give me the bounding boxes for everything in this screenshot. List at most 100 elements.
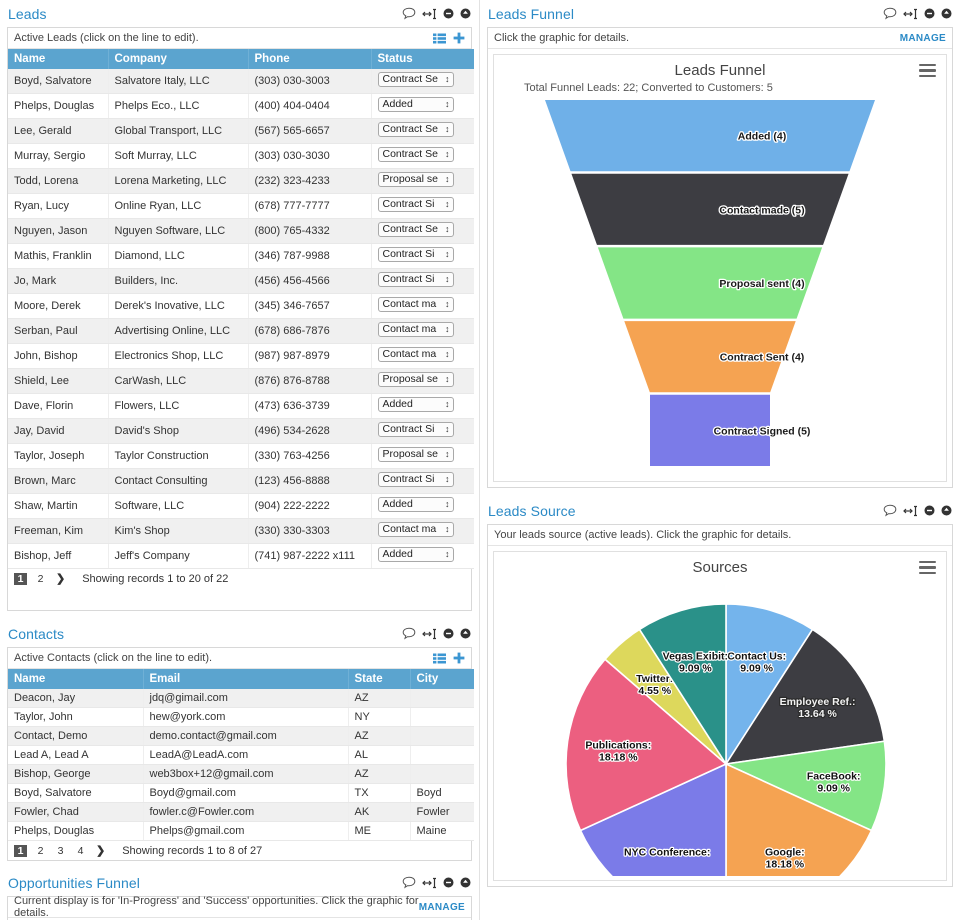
expand-up-icon[interactable] [941,505,952,516]
opportunities-manage-link[interactable]: MANAGE [418,901,465,913]
leads-funnel-graphic[interactable]: Added (4) Contact made (5) Proposal sent (… [494,94,958,466]
table-row[interactable]: Bishop, George web3box+12@gmail.com AZ [8,764,474,784]
table-row[interactable]: Todd, Lorena Lorena Marketing, LLC (232) 3… [8,168,474,194]
resize-width-icon[interactable] [422,8,437,20]
contacts-page-1[interactable]: 1 [14,844,27,857]
contacts-col-city[interactable]: City [410,669,474,689]
pie-slice-publications[interactable] [565,658,728,832]
table-row[interactable]: Fowler, Chad fowler.c@Fowler.com AK Fowler [8,802,474,822]
status-select[interactable]: Added [377,497,454,512]
pie-slice-google[interactable] [725,762,873,876]
leads-page-2[interactable]: 2 [37,572,44,585]
status-select[interactable]: Contact ma [377,347,454,362]
chart-menu-icon[interactable] [919,561,936,574]
status-select[interactable]: Contract Si [377,422,454,437]
table-row[interactable]: Boyd, Salvatore Salvatore Italy, LLC (303)… [8,69,474,94]
leads-col-name[interactable]: Name [8,49,109,69]
funnel-segment-contact-made[interactable] [571,173,849,245]
status-select[interactable]: Proposal se [377,447,454,462]
table-row[interactable]: Freeman, Kim Kim's Shop (330) 330-3303 Cont… [8,518,474,544]
pie-slice-facebook[interactable] [723,740,887,832]
table-row[interactable]: Jay, David David's Shop (496) 534-2628 Cont… [8,418,474,444]
status-select[interactable]: Contact ma [377,522,454,537]
expand-up-icon[interactable] [460,628,471,639]
resize-width-icon[interactable] [903,505,918,517]
table-row[interactable]: Shaw, Martin Software, LLC (904) 222-2222 A… [8,493,474,519]
contacts-col-email[interactable]: Email [143,669,349,689]
comment-icon[interactable] [883,7,897,20]
list-view-icon[interactable] [433,33,446,44]
table-row[interactable]: Phelps, Douglas Phelps@gmail.com ME Maine [8,821,474,841]
status-select[interactable]: Contract Si [377,197,454,212]
leads-col-status[interactable]: Status [371,49,474,69]
table-row[interactable]: Brown, Marc Contact Consulting (123) 456-8… [8,468,474,494]
table-row[interactable]: Bishop, Jeff Jeff's Company (741) 987-2222… [8,543,474,569]
pie-slice-nyc-conference[interactable] [579,762,727,876]
status-select[interactable]: Contract Se [377,222,454,237]
leads-page-1[interactable]: 1 [14,572,27,585]
table-row[interactable]: Moore, Derek Derek's Inovative, LLC (345) … [8,293,474,319]
status-select[interactable]: Added [377,397,454,412]
table-row[interactable]: Contact, Demo demo.contact@gmail.com AZ [8,726,474,746]
leads-funnel-manage-link[interactable]: MANAGE [899,32,946,44]
leads-source-pie-graphic[interactable]: Contact Us: 9.09 % Employee Ref.: 13.64 % Fa… [494,576,958,876]
status-select[interactable]: Contract Se [377,72,454,87]
funnel-segment-contract-sent[interactable] [624,321,796,393]
table-row[interactable]: Taylor, John hew@york.com NY [8,707,474,727]
status-select[interactable]: Added [377,97,454,112]
collapse-icon[interactable] [443,628,454,639]
status-select[interactable]: Proposal se [377,172,454,187]
comment-icon[interactable] [883,504,897,517]
collapse-icon[interactable] [924,505,935,516]
table-row[interactable]: Nguyen, Jason Nguyen Software, LLC (800) 7… [8,218,474,244]
comment-icon[interactable] [402,627,416,640]
expand-up-icon[interactable] [941,8,952,19]
status-select[interactable]: Contact ma [377,297,454,312]
table-row[interactable]: Shield, Lee CarWash, LLC (876) 876-8788 Pro… [8,368,474,394]
resize-width-icon[interactable] [903,8,918,20]
table-row[interactable]: Murray, Sergio Soft Murray, LLC (303) 030-… [8,143,474,169]
leads-source-chart[interactable]: Sources Contact Us: 9.09 % Employee Ref.: 1… [493,551,947,881]
funnel-segment-proposal-sent[interactable] [597,247,823,319]
contacts-page-4[interactable]: 4 [77,844,84,857]
table-row[interactable]: Taylor, Joseph Taylor Construction (330) 7… [8,443,474,469]
collapse-icon[interactable] [924,8,935,19]
expand-up-icon[interactable] [460,8,471,19]
expand-up-icon[interactable] [460,877,471,888]
list-view-icon[interactable] [433,653,446,664]
leads-col-company[interactable]: Company [108,49,249,69]
resize-width-icon[interactable] [422,628,437,640]
funnel-segment-added[interactable] [545,100,875,172]
leads-col-phone[interactable]: Phone [248,49,372,69]
funnel-segment-contract-signed[interactable] [650,394,770,466]
chart-menu-icon[interactable] [919,64,936,77]
add-lead-icon[interactable] [453,32,465,44]
collapse-icon[interactable] [443,877,454,888]
contacts-page-2[interactable]: 2 [37,844,44,857]
status-select[interactable]: Contract Si [377,472,454,487]
pie-slice-vegas-exibit[interactable] [638,603,727,767]
status-select[interactable]: Contract Se [377,147,454,162]
add-contact-icon[interactable] [453,652,465,664]
pie-slice-contact-us[interactable] [725,603,814,767]
contacts-page-3[interactable]: 3 [57,844,64,857]
table-row[interactable]: Lee, Gerald Global Transport, LLC (567) 56… [8,118,474,144]
table-row[interactable]: Boyd, Salvatore Boyd@gmail.com TX Boyd [8,783,474,803]
comment-icon[interactable] [402,7,416,20]
status-select[interactable]: Contract Se [377,122,454,137]
table-row[interactable]: Jo, Mark Builders, Inc. (456) 456-4566 Cont… [8,268,474,294]
table-row[interactable]: Dave, Florin Flowers, LLC (473) 636-3739 Ad… [8,393,474,419]
table-row[interactable]: Phelps, Douglas Phelps Eco., LLC (400) 404… [8,93,474,119]
table-row[interactable]: Ryan, Lucy Online Ryan, LLC (678) 777-7777… [8,193,474,219]
status-select[interactable]: Contract Si [377,247,454,262]
leads-funnel-chart[interactable]: Leads Funnel Total Funnel Leads: 22; Con… [493,54,947,482]
resize-width-icon[interactable] [422,877,437,889]
contacts-col-name[interactable]: Name [8,669,144,689]
leads-next-page[interactable]: ❯ [56,573,66,585]
table-row[interactable]: John, Bishop Electronics Shop, LLC (987) 9… [8,343,474,369]
contacts-col-state[interactable]: State [348,669,411,689]
status-select[interactable]: Contact ma [377,322,454,337]
status-select[interactable]: Added [377,547,454,562]
comment-icon[interactable] [402,876,416,889]
table-row[interactable]: Mathis, Franklin Diamond, LLC (346) 787-99… [8,243,474,269]
